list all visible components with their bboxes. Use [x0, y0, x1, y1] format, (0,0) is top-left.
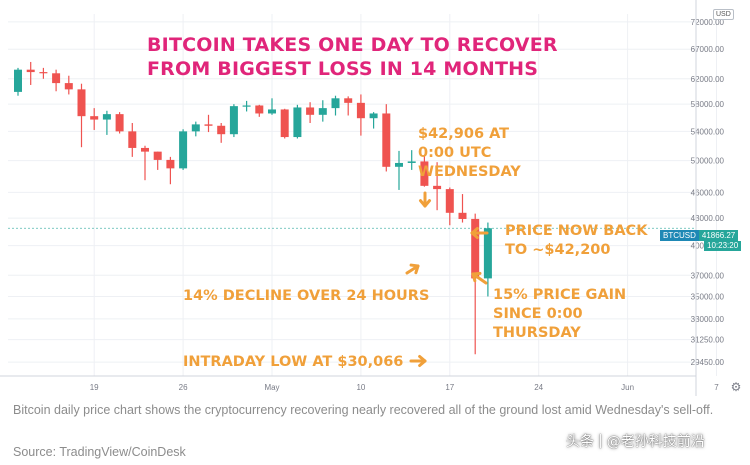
candle-body	[141, 147, 149, 152]
candle-body	[433, 185, 442, 190]
chart-candles	[14, 61, 492, 355]
y-tick-label: 67000.00	[691, 45, 725, 54]
x-tick-label: 24	[534, 383, 543, 392]
candle-body	[344, 98, 353, 103]
y-tick-label: 54000.00	[691, 127, 725, 136]
candle-body	[229, 106, 238, 135]
candle-body	[14, 69, 22, 92]
candle-body	[64, 83, 73, 90]
annotation-gain-line-2: SINCE 0:00	[493, 306, 583, 322]
candle-body	[369, 113, 378, 119]
annotation-gain: 15% PRICE GAIN SINCE 0:00 THURSDAY	[493, 286, 626, 343]
candle-body	[179, 131, 188, 169]
candle-body	[382, 113, 391, 167]
arrow-icon	[471, 271, 482, 283]
candle-body	[356, 102, 365, 119]
candle-body	[90, 116, 99, 120]
candle-body	[77, 89, 86, 117]
x-tick-label: Jun	[621, 383, 634, 392]
candle-body	[26, 69, 35, 73]
annotation-open-price-line-2: 0:00 UTC	[418, 145, 492, 161]
candle-body	[280, 109, 289, 138]
y-tick-label: 29450.00	[691, 358, 725, 367]
candle-body	[166, 159, 175, 169]
candle-body	[255, 105, 264, 114]
candle-body	[306, 107, 315, 115]
y-tick-label: 37000.00	[691, 271, 725, 280]
chart-caption: Bitcoin daily price chart shows the cryp…	[13, 403, 714, 417]
candle-body	[102, 114, 111, 120]
y-tick-label: 72000.00	[691, 18, 725, 27]
watermark: 头条 | @老孙科技前沿	[566, 431, 705, 451]
annotation-price-now-line-1: PRICE NOW BACK	[505, 223, 648, 239]
candle-body	[204, 124, 213, 126]
annotation-price-now: PRICE NOW BACK TO ~$42,200	[505, 222, 647, 260]
candle-body	[268, 109, 276, 114]
annotation-gain-line-3: THURSDAY	[493, 325, 581, 341]
annotation-low: INTRADAY LOW AT $30,066	[183, 354, 404, 370]
y-tick-label: 62000.00	[691, 75, 725, 84]
candle-body	[420, 161, 429, 186]
chart-svg: 72000.00 67000.00 62000.00 58000.00 54000.00…	[0, 0, 725, 396]
candle-body	[242, 105, 251, 107]
y-tick-label: 43000.00	[691, 214, 725, 223]
candle-body	[153, 151, 162, 160]
candle-body	[458, 212, 467, 219]
candle-body	[483, 228, 492, 279]
candle-body	[318, 108, 327, 115]
last-price-value: 41866.27	[698, 230, 739, 241]
x-tick-label: 17	[445, 383, 454, 392]
annotation-open-price-line-1: $42,906 AT	[418, 126, 510, 142]
candle-body	[52, 73, 61, 84]
annotation-price-now-line-2: TO ~$42,200	[505, 242, 611, 258]
arrow-icon	[409, 263, 420, 275]
annotation-open-price-line-3: WEDNESDAY	[418, 164, 521, 180]
chart-title: BITCOIN TAKES ONE DAY TO RECOVER FROM BI…	[147, 34, 558, 80]
candle-body	[217, 125, 226, 135]
y-tick-label: 33000.00	[691, 315, 725, 324]
arrow-icon	[418, 199, 432, 208]
candle-body	[115, 114, 124, 132]
candle-body	[331, 98, 340, 109]
y-tick-label: 50000.00	[691, 157, 725, 166]
y-tick-label: 35000.00	[691, 292, 725, 301]
annotation-decline: 14% DECLINE OVER 24 HOURS	[183, 288, 430, 304]
candle-body	[395, 162, 403, 167]
y-tick-label: 46000.00	[691, 188, 725, 197]
currency-badge: USD	[713, 9, 734, 20]
candle-body	[191, 124, 200, 132]
y-tick-label: 31250.00	[691, 336, 725, 345]
last-price-tag: BTCUSD 41866.27	[660, 230, 739, 241]
arrow-icon	[470, 226, 479, 240]
candle-body	[471, 218, 480, 279]
arrow-icon	[471, 272, 488, 285]
y-tick-label: 58000.00	[691, 100, 725, 109]
x-tick-label: 10	[356, 383, 365, 392]
watermark-separator: |	[598, 433, 603, 449]
watermark-brand: 头条	[566, 434, 594, 450]
candle-countdown: 10:23:20	[704, 241, 742, 251]
source-credit: Source: TradingView/CoinDesk	[13, 445, 186, 459]
gear-icon[interactable]: ⚙	[730, 380, 742, 394]
x-tick-label: May	[264, 383, 279, 392]
candle-body	[39, 72, 48, 74]
candle-body	[128, 131, 137, 148]
annotation-arrows	[405, 191, 489, 368]
symbol-label: BTCUSD	[660, 230, 699, 241]
annotation-gain-line-1: 15% PRICE GAIN	[493, 287, 627, 303]
annotation-open-price: $42,906 AT 0:00 UTC WEDNESDAY	[418, 125, 521, 182]
price-chart: 72000.00 67000.00 62000.00 58000.00 54000.00…	[0, 0, 742, 396]
x-tick-label: 7	[714, 383, 719, 392]
x-tick-label: 26	[179, 383, 188, 392]
candle-body	[293, 107, 302, 138]
chart-grid	[8, 14, 717, 376]
x-tick-label: 19	[90, 383, 99, 392]
watermark-author: @老孙科技前沿	[606, 434, 705, 450]
arrow-icon	[418, 354, 427, 368]
candle-body	[407, 161, 416, 163]
candle-body	[445, 189, 454, 213]
